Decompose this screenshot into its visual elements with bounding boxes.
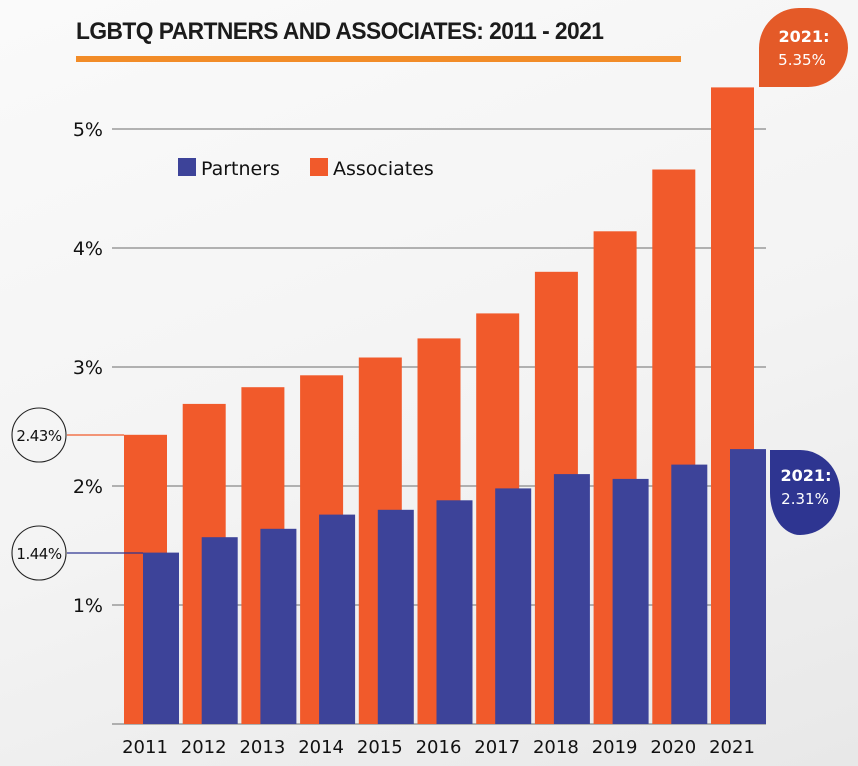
legend-swatch-partners [178, 158, 196, 176]
legend-swatch-associates [310, 158, 328, 176]
bar-partners-2017 [495, 488, 532, 724]
x-tick-label: 2017 [474, 737, 520, 758]
x-tick-label: 2013 [239, 737, 285, 758]
x-tick-label: 2016 [416, 737, 462, 758]
callout-bubble [770, 450, 841, 535]
callout-year: 2021: [781, 466, 832, 485]
start-annotation-associates: 2.43% [11, 407, 124, 463]
bar-partners-2020 [671, 464, 708, 724]
chart-title: LGBTQ PARTNERS AND ASSOCIATES: 2011 - 20… [76, 18, 604, 45]
legend-label-partners: Partners [201, 158, 280, 180]
callout-value: 2.31% [781, 490, 829, 508]
legend: Partners Associates [178, 158, 434, 180]
end-callout-partners: 2021: 2.31% [770, 450, 841, 535]
callout-value: 5.35% [778, 51, 826, 69]
x-tick-label: 2011 [122, 737, 168, 758]
bar-partners-2018 [553, 474, 590, 724]
x-tick-label: 2018 [533, 737, 579, 758]
y-tick-label: 3% [73, 357, 103, 379]
x-tick-label: 2014 [298, 737, 344, 758]
x-tick-label: 2015 [357, 737, 403, 758]
title-underline [76, 56, 681, 62]
x-tick-label: 2021 [709, 737, 755, 758]
x-tick-label: 2019 [592, 737, 638, 758]
y-axis-ticks: 1% 2% 3% 4% 5% [73, 119, 103, 617]
start-annotation-partners: 1.44% [11, 525, 143, 581]
bar-partners-2019 [612, 478, 649, 724]
y-tick-label: 4% [73, 238, 103, 260]
y-tick-label: 5% [73, 119, 103, 141]
bar-partners-2021 [730, 449, 766, 724]
annotation-label: 2.43% [16, 427, 61, 445]
bar-partners-2013 [260, 528, 297, 724]
annotation-label: 1.44% [16, 545, 61, 563]
callout-year: 2021: [779, 27, 830, 46]
x-tick-label: 2020 [650, 737, 696, 758]
x-tick-label: 2012 [181, 737, 227, 758]
legend-label-associates: Associates [333, 158, 434, 180]
bar-partners-2016 [436, 500, 473, 724]
x-axis-labels: 2011 2012 2013 2014 2015 2016 2017 2018 2019 2020… [122, 737, 755, 758]
end-callout-associates: 2021: 5.35% [759, 8, 848, 88]
annotation-circle [11, 525, 67, 581]
bars [124, 87, 766, 725]
bar-partners-2012 [201, 537, 238, 724]
bar-partners-2011 [143, 552, 179, 724]
annotation-circle [11, 407, 67, 463]
callout-bubble [759, 8, 848, 88]
bar-partners-2015 [377, 509, 414, 724]
y-tick-label: 2% [73, 476, 103, 498]
y-tick-label: 1% [73, 595, 103, 617]
bar-partners-2014 [319, 514, 356, 724]
